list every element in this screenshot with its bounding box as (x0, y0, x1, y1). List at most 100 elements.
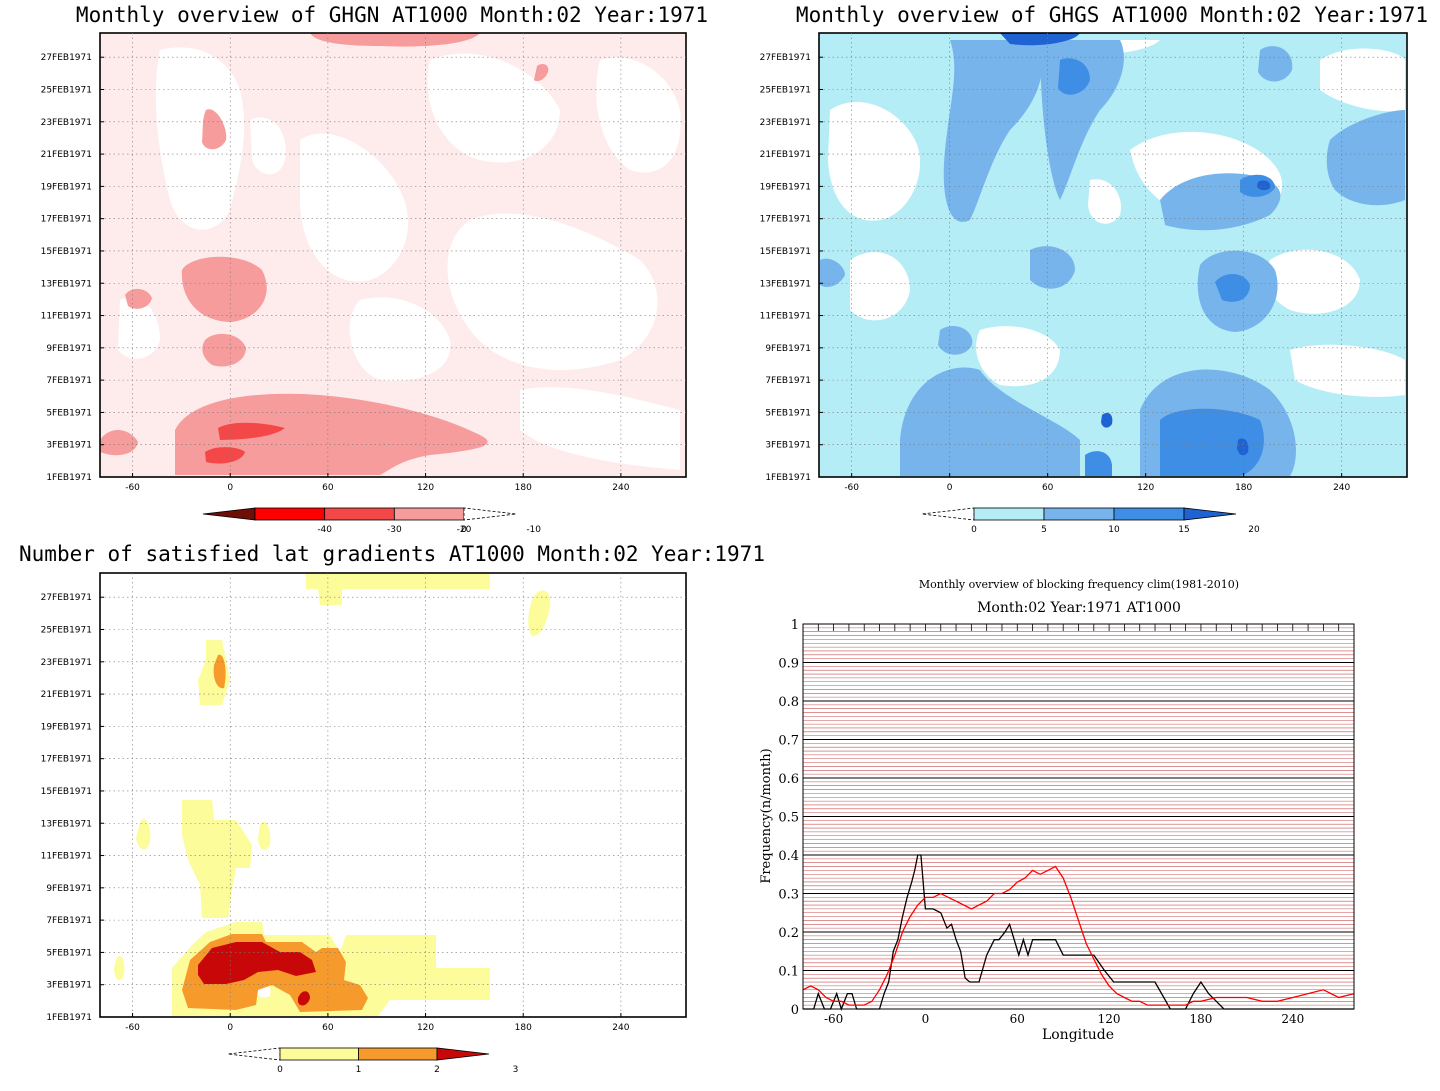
y-tick-label: 19FEB1971 (41, 722, 92, 732)
frequency-subtitle: Month:02 Year:1971 AT1000 (977, 600, 1181, 616)
y-tick-label: 5FEB1971 (765, 408, 811, 418)
y-tick-label: 0.7 (778, 734, 799, 749)
x-tick-label: -60 (125, 1023, 140, 1033)
y-tick-label: 13FEB1971 (760, 279, 811, 289)
y-tick-label: 17FEB1971 (760, 215, 811, 225)
y-tick-label: 1 (791, 618, 799, 633)
y-tick-label: 11FEB1971 (41, 852, 92, 862)
y-tick-label: 7FEB1971 (765, 376, 811, 386)
ghgn-x-ticks: -60 0 60 120 180 240 (125, 473, 630, 493)
colorbar-label: 0 (277, 1065, 283, 1075)
x-tick-label: 60 (1010, 1012, 1025, 1026)
panel-frequency: Monthly overview of blocking frequency c… (759, 578, 1355, 1043)
y-tick-label: 1FEB1971 (46, 1013, 92, 1023)
y-tick-label: 0.9 (778, 657, 799, 672)
ghgs-x-ticks: -60 0 60 120 180 240 (844, 473, 1351, 493)
x-tick-label: 60 (1042, 483, 1054, 493)
y-tick-label: 23FEB1971 (41, 118, 92, 128)
x-tick-label: 120 (1137, 483, 1154, 493)
y-tick-label: 25FEB1971 (41, 86, 92, 96)
x-tick-label: 180 (1235, 483, 1252, 493)
colorbar-box (1043, 507, 1115, 521)
colorbar-label: 0 (971, 525, 977, 535)
y-tick-label: 27FEB1971 (41, 593, 92, 603)
y-tick-label: 21FEB1971 (41, 150, 92, 160)
x-tick-label: 240 (1333, 483, 1350, 493)
y-tick-label: 7FEB1971 (46, 376, 92, 386)
ghgs-contour-field (819, 33, 1407, 477)
frequency-x-axis-label: Longitude (1042, 1027, 1114, 1043)
ghgs-title: Monthly overview of GHGS AT1000 Month:02… (796, 3, 1428, 27)
x-tick-label: 240 (612, 483, 629, 493)
y-tick-label: 11FEB1971 (760, 312, 811, 322)
y-tick-label: 0.6 (778, 772, 799, 787)
colorbar-label: 10 (1108, 525, 1120, 535)
y-tick-label: 9FEB1971 (46, 884, 92, 894)
colorbar-box (393, 507, 465, 521)
x-tick-label: 120 (1098, 1012, 1121, 1026)
y-tick-label: 21FEB1971 (760, 150, 811, 160)
colorbar-triangle-low (921, 507, 975, 521)
x-tick-label: 0 (227, 1023, 233, 1033)
colorbar-label: 0 (461, 525, 467, 535)
x-tick-label: -60 (125, 483, 140, 493)
y-tick-label: 27FEB1971 (760, 53, 811, 63)
x-tick-label: 240 (612, 1023, 629, 1033)
colorbar-label: 15 (1178, 525, 1189, 535)
y-tick-label: 15FEB1971 (760, 247, 811, 257)
y-tick-label: 5FEB1971 (46, 408, 92, 418)
gradients-x-ticks: -60 0 60 120 180 240 (125, 1013, 630, 1033)
y-tick-label: 3FEB1971 (765, 441, 811, 451)
panel-gradients: Number of satisfied lat gradients AT1000… (19, 542, 765, 1075)
x-tick-label: 180 (515, 1023, 532, 1033)
y-tick-label: 23FEB1971 (41, 658, 92, 668)
frequency-y-axis-label: Frequency(n/month) (759, 748, 774, 883)
y-tick-label: 3FEB1971 (46, 441, 92, 451)
y-tick-label: 23FEB1971 (760, 118, 811, 128)
gradients-title: Number of satisfied lat gradients AT1000… (19, 542, 765, 566)
y-tick-label: 0.8 (778, 695, 799, 710)
colorbar-label: 1 (356, 1065, 362, 1075)
colorbar-triangle-low (202, 507, 256, 521)
frequency-y-ticks: 0 0.1 0.2 0.3 0.4 0.5 0.6 0.7 0.8 0.9 1 (778, 618, 799, 1018)
ghgs-grid (819, 33, 1407, 477)
colorbar-label: -10 (526, 525, 541, 535)
y-tick-label: 3FEB1971 (46, 981, 92, 991)
y-tick-label: 9FEB1971 (765, 344, 811, 354)
colorbar-box (1113, 507, 1185, 521)
colorbar-box (254, 507, 326, 521)
y-tick-label: 17FEB1971 (41, 215, 92, 225)
frequency-x-ticks: -60 0 60 120 180 240 (824, 1012, 1304, 1026)
ghgn-contour-field (100, 33, 686, 477)
ghgs-y-ticks: 1FEB1971 3FEB1971 5FEB1971 7FEB1971 9FEB1971… (760, 53, 823, 483)
y-tick-label: 13FEB1971 (41, 279, 92, 289)
ghgn-title: Monthly overview of GHGN AT1000 Month:02… (76, 3, 708, 27)
colorbar-box (973, 507, 1045, 521)
y-tick-label: 1FEB1971 (765, 473, 811, 483)
x-tick-label: -60 (844, 483, 859, 493)
y-tick-label: 19FEB1971 (41, 182, 92, 192)
colorbar-label: -30 (387, 525, 402, 535)
colorbar-triangle-low (227, 1047, 281, 1061)
panel-ghgn: Monthly overview of GHGN AT1000 Month:02… (41, 3, 708, 535)
frequency-plot-frame (802, 623, 1355, 1010)
x-tick-label: 180 (1189, 1012, 1212, 1026)
colorbar-triangle-high (1183, 507, 1237, 521)
y-tick-label: 1FEB1971 (46, 473, 92, 483)
colorbar-triangle-high (463, 507, 517, 521)
y-tick-label: 19FEB1971 (760, 182, 811, 192)
ghgn-grid (100, 33, 686, 477)
colorbar-box (324, 507, 395, 521)
x-tick-label: 120 (417, 1023, 434, 1033)
gradients-colorbar: 0 1 2 3 (227, 1047, 518, 1075)
y-tick-label: 9FEB1971 (46, 344, 92, 354)
y-tick-label: 25FEB1971 (41, 626, 92, 636)
y-tick-label: 21FEB1971 (41, 690, 92, 700)
y-tick-label: 0.4 (778, 849, 799, 864)
y-tick-label: 15FEB1971 (41, 787, 92, 797)
red-series-line (802, 865, 1355, 1006)
gradients-plot-frame (99, 572, 687, 1018)
y-tick-label: 13FEB1971 (41, 819, 92, 829)
colorbar-label: -40 (317, 525, 332, 535)
